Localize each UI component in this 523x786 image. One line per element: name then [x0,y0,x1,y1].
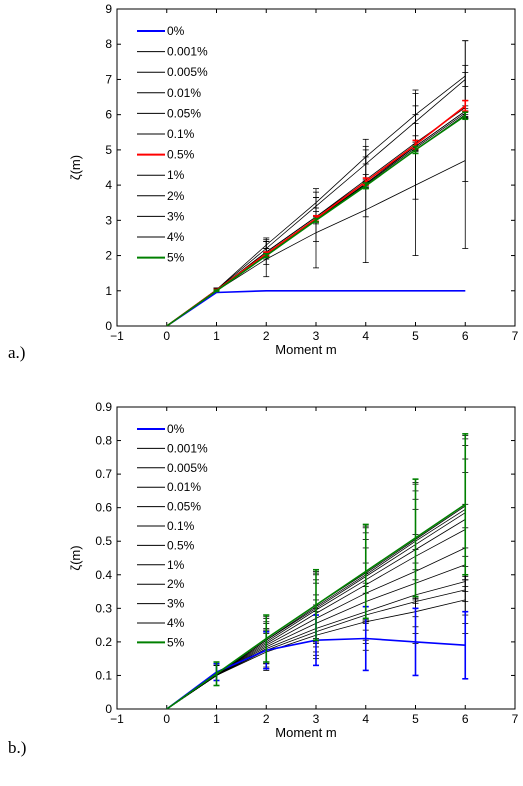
x-tick-label: 5 [412,329,419,343]
series-0_05pct [166,64,469,326]
x-tick-label: −1 [110,712,124,726]
series-1pct [166,458,469,709]
y-tick-label: 0 [105,319,112,333]
y-tick-label: 0.1 [95,668,112,682]
x-tick-label: 5 [412,712,419,726]
y-tick-label: 8 [105,37,112,51]
x-tick-label: 3 [313,329,320,343]
x-tick-label: 3 [313,712,320,726]
series-3pct [166,438,469,709]
y-axis-label: ζ(m) [68,545,83,570]
series-0pct [166,289,466,326]
legend-label: 0.01% [167,86,201,100]
series-layer [166,40,469,326]
legend-label: 0.1% [167,127,195,141]
y-tick-label: 3 [105,213,112,227]
x-tick-label: 4 [362,712,369,726]
legend-label: 2% [167,577,185,591]
chart-panel-1: −1 0 1 2 3 4 5 6 700.10.20.30.40.50.60.70.80.9Mo… [8,400,519,757]
x-tick-label: 4 [362,329,369,343]
legend-label: 0.005% [167,65,208,79]
legend-label: 0.5% [167,538,195,552]
series-layer [166,433,469,709]
legend-label: 3% [167,209,185,223]
legend-label: 3% [167,597,185,611]
series-0_05pct [166,527,469,709]
x-axis-label: Moment m [275,725,336,740]
y-tick-label: 1 [105,284,112,298]
legend-label: 0% [167,422,185,436]
series-5pct [166,111,469,326]
legend-label: 0.1% [167,519,195,533]
x-tick-label: 6 [462,329,469,343]
y-tick-label: 9 [105,2,112,16]
panel-label: a.) [8,343,25,362]
panel-label: b.) [8,738,26,757]
y-tick-label: 6 [105,108,112,122]
series-0_01pct [166,40,469,326]
legend: 0% 0.001% 0.005% 0.01% 0.05% 0.1% 0.5% 1% 2% 3% 4%… [137,24,208,265]
y-tick-label: 4 [105,178,112,192]
y-tick-label: 0.2 [95,635,112,649]
x-tick-label: −1 [110,329,124,343]
y-tick-label: 5 [105,143,112,157]
y-tick-label: 2 [105,249,112,263]
series-5pct [166,433,469,709]
y-tick-label: 0 [105,702,112,716]
legend-label: 5% [167,251,185,265]
y-axis-label: ζ(m) [68,155,83,180]
y-tick-label: 0.6 [95,501,112,515]
y-tick-label: 0.9 [95,400,112,414]
legend-label: 0.005% [167,461,208,475]
series-2pct [166,445,469,709]
x-tick-label: 0 [163,329,170,343]
legend-label: 0.01% [167,480,201,494]
legend-label: 5% [167,635,185,649]
series-0_001pct [166,565,469,709]
legend-label: 1% [167,558,185,572]
x-tick-label: 0 [163,712,170,726]
y-tick-label: 0.3 [95,601,112,615]
series-0_5pct [166,99,469,326]
legend-label: 0.05% [167,500,201,514]
x-tick-label: 7 [512,712,519,726]
legend-label: 0.001% [167,441,208,455]
legend-label: 0% [167,24,185,38]
series-0_001pct [166,72,469,326]
y-tick-label: 7 [105,72,112,86]
x-tick-label: 2 [263,712,270,726]
x-tick-label: 2 [263,329,270,343]
series-0_005pct [166,40,469,326]
x-tick-label: 6 [462,712,469,726]
legend-label: 4% [167,230,185,244]
series-line [166,289,466,326]
series-4pct [166,435,469,709]
series-0_1pct [166,100,469,326]
series-0_01pct [166,547,469,709]
legend-label: 0.05% [167,106,201,120]
y-tick-label: 0.5 [95,534,112,548]
series-0_005pct [166,555,469,709]
legend-label: 0.001% [167,45,208,59]
legend-label: 4% [167,616,185,630]
series-0pct [166,605,469,709]
y-tick-label: 0.8 [95,434,112,448]
x-axis-label: Moment m [275,342,336,357]
x-tick-label: 7 [512,329,519,343]
legend-label: 0.5% [167,148,195,162]
legend-label: 2% [167,189,185,203]
series-0_5pct [166,472,469,709]
y-tick-label: 0.7 [95,467,112,481]
y-tick-label: 0.4 [95,568,112,582]
legend: 0% 0.001% 0.005% 0.01% 0.05% 0.1% 0.5% 1% 2% 3% 4%… [137,422,208,649]
legend-label: 1% [167,168,185,182]
x-tick-label: 1 [213,329,220,343]
x-tick-label: 1 [213,712,220,726]
